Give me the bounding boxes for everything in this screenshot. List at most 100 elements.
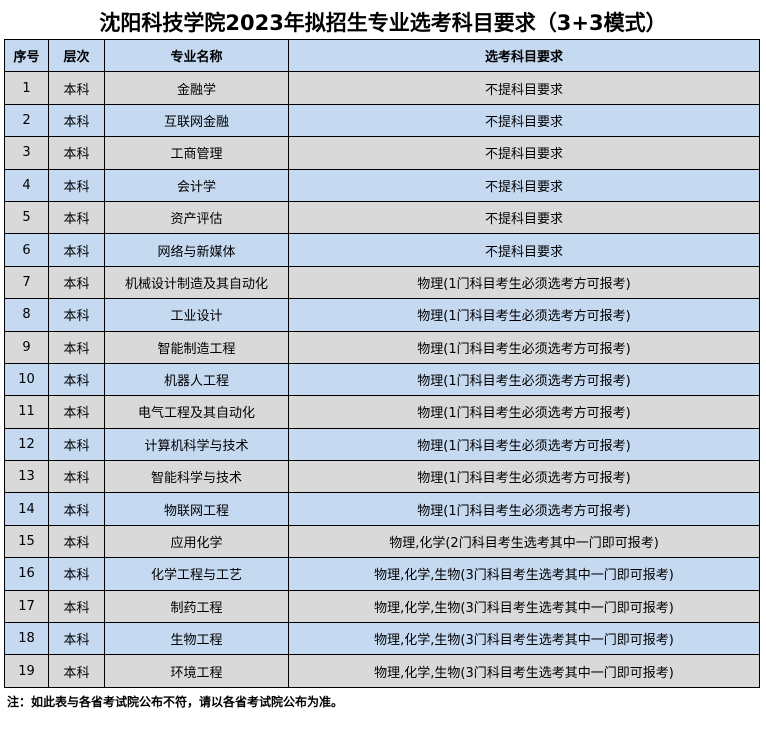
level: 本科: [48, 589, 105, 624]
level: 本科: [48, 654, 105, 688]
major-name: 计算机科学与技术: [104, 427, 289, 462]
level: 本科: [48, 298, 105, 332]
major-name: 制药工程: [104, 589, 289, 624]
table-row: 12 本科 计算机科学与技术 物理(1门科目考生必须选考方可报考): [4, 427, 760, 462]
row-number: 10: [4, 362, 49, 397]
header-cell: 选考科目要求: [288, 38, 760, 73]
level: 本科: [48, 168, 105, 202]
level: 本科: [48, 233, 105, 267]
level: 本科: [48, 622, 105, 656]
subject-requirement: 物理(1门科目考生必须选考方可报考): [288, 298, 760, 332]
major-name: 智能科学与技术: [104, 460, 289, 494]
major-name: 会计学: [104, 168, 289, 202]
subject-requirement: 物理(1门科目考生必须选考方可报考): [288, 492, 760, 526]
table-row: 13 本科 智能科学与技术 物理(1门科目考生必须选考方可报考): [4, 460, 760, 494]
level: 本科: [48, 200, 105, 235]
subject-requirement: 物理,化学,生物(3门科目考生选考其中一门即可报考): [288, 589, 760, 624]
row-number: 9: [4, 330, 49, 364]
header-cell: 层次: [48, 38, 105, 73]
level: 本科: [48, 136, 105, 170]
major-name: 电气工程及其自动化: [104, 395, 289, 429]
major-name: 工商管理: [104, 136, 289, 170]
table-row: 16 本科 化学工程与工艺 物理,化学,生物(3门科目考生选考其中一门即可报考): [4, 557, 760, 591]
table-row: 17 本科 制药工程 物理,化学,生物(3门科目考生选考其中一门即可报考): [4, 589, 760, 624]
table-row: 1 本科 金融学 不提科目要求: [4, 71, 760, 105]
row-number: 7: [4, 265, 49, 300]
table-row: 18 本科 生物工程 物理,化学,生物(3门科目考生选考其中一门即可报考): [4, 622, 760, 656]
major-name: 生物工程: [104, 622, 289, 656]
subject-requirement: 物理,化学,生物(3门科目考生选考其中一门即可报考): [288, 654, 760, 688]
major-name: 机器人工程: [104, 362, 289, 397]
table-row: 4 本科 会计学 不提科目要求: [4, 168, 760, 202]
major-name: 金融学: [104, 71, 289, 105]
major-name: 机械设计制造及其自动化: [104, 265, 289, 300]
major-name: 网络与新媒体: [104, 233, 289, 267]
subject-requirement: 物理(1门科目考生必须选考方可报考): [288, 395, 760, 429]
row-number: 1: [4, 71, 49, 105]
row-number: 3: [4, 136, 49, 170]
level: 本科: [48, 395, 105, 429]
major-name: 资产评估: [104, 200, 289, 235]
table-row: 15 本科 应用化学 物理,化学(2门科目考生选考其中一门即可报考): [4, 524, 760, 559]
table-row: 5 本科 资产评估 不提科目要求: [4, 200, 760, 235]
table-header: 序号 层次 专业名称 选考科目要求: [4, 38, 760, 73]
major-name: 智能制造工程: [104, 330, 289, 364]
row-number: 13: [4, 460, 49, 494]
row-number: 11: [4, 395, 49, 429]
table-row: 9 本科 智能制造工程 物理(1门科目考生必须选考方可报考): [4, 330, 760, 364]
level: 本科: [48, 71, 105, 105]
subject-requirement: 物理(1门科目考生必须选考方可报考): [288, 427, 760, 462]
level: 本科: [48, 362, 105, 397]
row-number: 16: [4, 557, 49, 591]
header-cell: 专业名称: [104, 38, 289, 73]
subject-requirement: 物理,化学,生物(3门科目考生选考其中一门即可报考): [288, 557, 760, 591]
subject-requirement: 物理(1门科目考生必须选考方可报考): [288, 362, 760, 397]
major-name: 物联网工程: [104, 492, 289, 526]
table-row: 3 本科 工商管理 不提科目要求: [4, 136, 760, 170]
table-row: 14 本科 物联网工程 物理(1门科目考生必须选考方可报考): [4, 492, 760, 526]
subject-requirement: 不提科目要求: [288, 103, 760, 138]
row-number: 2: [4, 103, 49, 138]
row-number: 19: [4, 654, 49, 688]
row-number: 8: [4, 298, 49, 332]
table-row: 2 本科 互联网金融 不提科目要求: [4, 103, 760, 138]
level: 本科: [48, 427, 105, 462]
table-row: 19 本科 环境工程 物理,化学,生物(3门科目考生选考其中一门即可报考): [4, 654, 760, 688]
row-number: 17: [4, 589, 49, 624]
row-number: 14: [4, 492, 49, 526]
table-row: 8 本科 工业设计 物理(1门科目考生必须选考方可报考): [4, 298, 760, 332]
major-name: 互联网金融: [104, 103, 289, 138]
level: 本科: [48, 492, 105, 526]
major-name: 工业设计: [104, 298, 289, 332]
level: 本科: [48, 460, 105, 494]
row-number: 15: [4, 524, 49, 559]
subject-requirement: 物理,化学(2门科目考生选考其中一门即可报考): [288, 524, 760, 559]
subject-requirement: 物理,化学,生物(3门科目考生选考其中一门即可报考): [288, 622, 760, 656]
subject-requirement: 物理(1门科目考生必须选考方可报考): [288, 330, 760, 364]
level: 本科: [48, 330, 105, 364]
subject-requirement: 不提科目要求: [288, 71, 760, 105]
major-name: 应用化学: [104, 524, 289, 559]
level: 本科: [48, 557, 105, 591]
table-row: 10 本科 机器人工程 物理(1门科目考生必须选考方可报考): [4, 362, 760, 397]
row-number: 12: [4, 427, 49, 462]
row-number: 18: [4, 622, 49, 656]
requirements-table: 序号 层次 专业名称 选考科目要求 1 本科 金融学 不提科目要求 2 本科 互联网金融 不提…: [4, 38, 760, 688]
level: 本科: [48, 103, 105, 138]
major-name: 环境工程: [104, 654, 289, 688]
table-row: 6 本科 网络与新媒体 不提科目要求: [4, 233, 760, 267]
subject-requirement: 不提科目要求: [288, 136, 760, 170]
level: 本科: [48, 524, 105, 559]
subject-requirement: 不提科目要求: [288, 168, 760, 202]
major-name: 化学工程与工艺: [104, 557, 289, 591]
subject-requirement: 物理(1门科目考生必须选考方可报考): [288, 265, 760, 300]
level: 本科: [48, 265, 105, 300]
subject-requirement: 物理(1门科目考生必须选考方可报考): [288, 460, 760, 494]
row-number: 4: [4, 168, 49, 202]
page-title: 沈阳科技学院2023年拟招生专业选考科目要求（3+3模式）: [99, 11, 667, 35]
table-row: 7 本科 机械设计制造及其自动化 物理(1门科目考生必须选考方可报考): [4, 265, 760, 300]
table-row: 11 本科 电气工程及其自动化 物理(1门科目考生必须选考方可报考): [4, 395, 760, 429]
header-cell: 序号: [4, 38, 49, 73]
row-number: 5: [4, 200, 49, 235]
subject-requirement: 不提科目要求: [288, 233, 760, 267]
